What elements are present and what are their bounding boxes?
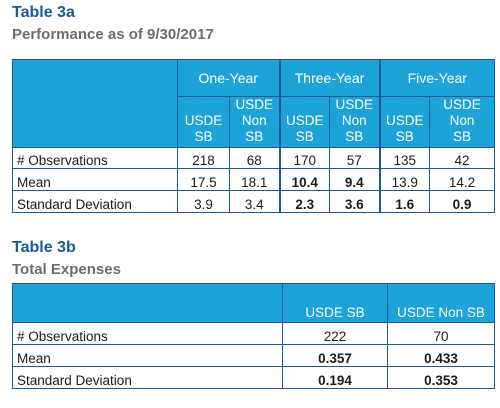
- cell: 0.433: [387, 344, 495, 367]
- col-three-year-usde-non-sb: USDE Non SB: [329, 96, 381, 148]
- cell: 10.4: [278, 168, 331, 191]
- col-one-year-usde-non-sb: USDE Non SB: [228, 96, 281, 148]
- cell: 70: [387, 322, 495, 345]
- cell: 0.357: [282, 344, 388, 367]
- group-one-year: One-Year: [176, 59, 281, 97]
- group-header-row: One-Year Three-Year Five-Year: [12, 59, 496, 148]
- col-five-year-usde-sb: USDE SB: [378, 96, 431, 148]
- cell: 68: [228, 147, 281, 169]
- performance-table: One-Year Three-Year Five-Year USDE SB USD…: [12, 59, 496, 213]
- table-row: Mean 0.357 0.433: [12, 344, 495, 367]
- cell: 0.194: [282, 366, 388, 389]
- table-row: Standard Deviation 3.9 3.4 2.3 3.6 1.6 0…: [12, 190, 496, 213]
- row-label: Mean: [12, 168, 178, 191]
- row-label: # Observations: [12, 322, 283, 345]
- table-row: # Observations 218 68 170 57 135 42: [12, 147, 496, 169]
- cell: 1.6: [378, 190, 431, 213]
- col-three-year-usde-sb: USDE SB: [278, 96, 331, 148]
- cell: 42: [429, 147, 496, 169]
- cell: 218: [177, 147, 230, 169]
- table-row: # Observations 222 70: [12, 322, 495, 345]
- table-3b-label: Table 3b: [12, 239, 76, 256]
- expenses-table: USDE SB USDE Non SB # Observations 222 7…: [12, 283, 495, 389]
- group-five-year: Five-Year: [378, 59, 496, 97]
- cell: 222: [282, 322, 388, 345]
- col-usde-non-sb: USDE Non SB: [387, 283, 495, 323]
- cell: 3.9: [177, 190, 230, 213]
- cell: 9.4: [329, 168, 381, 191]
- cell: 170: [278, 147, 331, 169]
- cell: 3.6: [329, 190, 381, 213]
- header-row: USDE SB USDE Non SB: [12, 283, 495, 323]
- col-usde-sb: USDE SB: [282, 283, 388, 323]
- cell: 13.9: [378, 168, 431, 191]
- table-3b-title: Total Expenses: [12, 261, 121, 278]
- cell: 14.2: [429, 168, 496, 191]
- cell: 0.9: [429, 190, 496, 213]
- subheader-row: USDE SB USDE Non SB USDE SB USDE Non SB USDE SB…: [13, 96, 496, 148]
- header-corner: [12, 59, 178, 148]
- row-label: Standard Deviation: [12, 190, 178, 213]
- cell: 135: [378, 147, 431, 169]
- header-corner: [12, 283, 283, 323]
- cell: 57: [329, 147, 381, 169]
- cell: 3.4: [228, 190, 281, 213]
- cell: 18.1: [228, 168, 281, 191]
- table-row: Mean 17.5 18.1 10.4 9.4 13.9 14.2: [12, 168, 496, 191]
- table-3a-label: Table 3a: [12, 4, 75, 21]
- row-label: Mean: [12, 344, 283, 367]
- table-3a-title: Performance as of 9/30/2017: [12, 26, 214, 43]
- group-three-year: Three-Year: [278, 59, 381, 97]
- col-five-year-usde-non-sb: USDE Non SB: [429, 96, 496, 148]
- row-label: Standard Deviation: [12, 366, 283, 389]
- col-one-year-usde-sb: USDE SB: [177, 96, 230, 148]
- table-row: Standard Deviation 0.194 0.353: [12, 366, 495, 389]
- row-label: # Observations: [12, 147, 178, 169]
- cell: 2.3: [278, 190, 331, 213]
- cell: 0.353: [387, 366, 495, 389]
- cell: 17.5: [177, 168, 230, 191]
